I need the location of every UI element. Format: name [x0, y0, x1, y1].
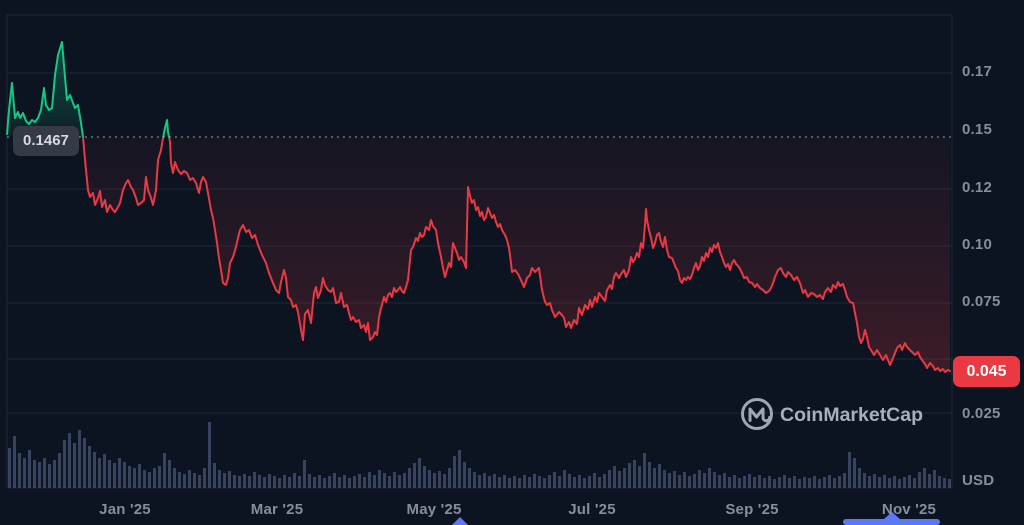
x-axis-label: May '25: [406, 501, 462, 518]
y-axis-label: 0.075: [962, 293, 1001, 310]
slider-right-handle-notch[interactable]: [884, 512, 900, 519]
current-price-badge: 0.045: [953, 356, 1020, 387]
y-axis-unit-label: USD: [962, 472, 995, 489]
x-axis-label: Mar '25: [250, 501, 304, 518]
coinmarketcap-watermark: CoinMarketCap: [741, 398, 923, 430]
range-slider[interactable]: [452, 512, 940, 525]
baseline-price-label: 0.1467: [13, 126, 79, 156]
watermark-brand-text: CoinMarketCap: [780, 404, 923, 426]
y-axis-label: 0.025: [962, 405, 1001, 422]
volume-bars: [8, 422, 951, 488]
x-axis-label: Jan '25: [99, 501, 151, 518]
slider-right-handle[interactable]: [843, 519, 940, 525]
x-axis-label: Sep '25: [725, 501, 779, 518]
price-area-fill: [7, 42, 950, 372]
y-axis-label: 0.12: [962, 179, 992, 196]
gridlines: [6, 14, 953, 489]
y-axis-label: 0.10: [962, 236, 992, 253]
slider-left-handle[interactable]: [452, 517, 468, 525]
price-line: [6, 41, 951, 373]
x-axis-label: Jul '25: [568, 501, 616, 518]
y-axis-label: 0.17: [962, 63, 992, 80]
coinmarketcap-logo-icon: [741, 398, 773, 430]
x-axis-label: Nov '25: [881, 501, 937, 518]
y-axis-label: 0.15: [962, 121, 992, 138]
